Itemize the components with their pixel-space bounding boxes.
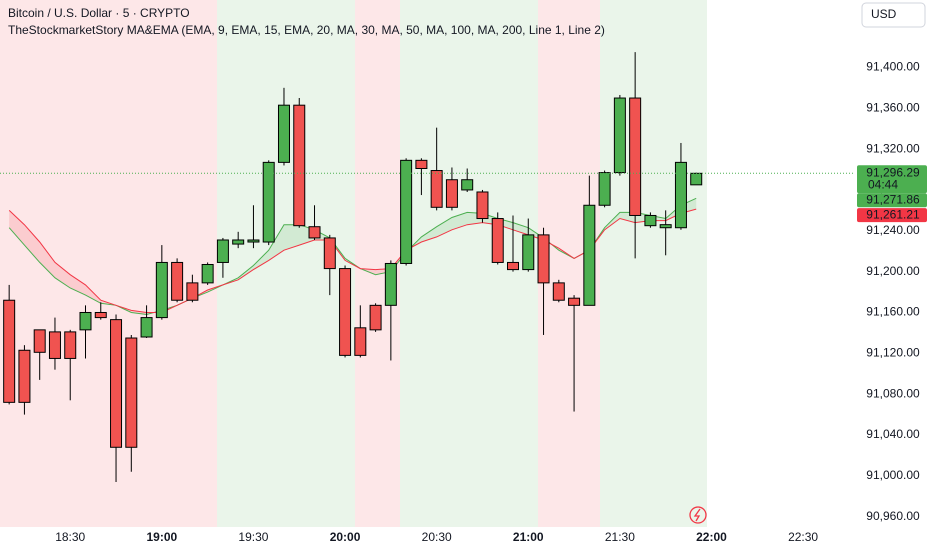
y-tick-label: 91,320.00 bbox=[866, 141, 920, 155]
candle-body bbox=[384, 262, 397, 306]
ma-fill bbox=[253, 250, 269, 270]
candle-body bbox=[155, 261, 168, 319]
candle-body bbox=[323, 237, 336, 270]
ma-fill bbox=[283, 224, 300, 251]
y-tick-label: 91,200.00 bbox=[866, 264, 920, 278]
candle-body bbox=[491, 218, 504, 263]
candle-body bbox=[247, 239, 260, 243]
candle-body bbox=[186, 282, 199, 301]
candle-body bbox=[461, 179, 474, 191]
candle-body bbox=[674, 161, 687, 229]
candle-body bbox=[48, 331, 61, 359]
candle-body bbox=[430, 170, 443, 208]
candle-body bbox=[690, 172, 703, 186]
x-tick-label: 21:30 bbox=[605, 530, 635, 544]
replay-icon[interactable] bbox=[689, 506, 707, 524]
ma-fill bbox=[268, 224, 284, 261]
candle-body bbox=[339, 268, 352, 356]
candle-body bbox=[201, 263, 214, 284]
candle-body bbox=[537, 234, 550, 284]
indicator-label: TheStockmarketStory MA&EMA (EMA, 9, EMA,… bbox=[8, 23, 605, 37]
candle-body bbox=[644, 214, 657, 227]
candle-body bbox=[400, 159, 413, 264]
zone-green bbox=[600, 0, 707, 527]
icon-bolt bbox=[693, 508, 701, 522]
y-tick-label: 91,080.00 bbox=[866, 386, 920, 400]
candle-body bbox=[125, 337, 138, 448]
zone-red bbox=[0, 0, 217, 527]
y-tick-label: 91,000.00 bbox=[866, 468, 920, 482]
candle-body bbox=[293, 104, 306, 227]
candle-body bbox=[79, 311, 92, 331]
candle-body bbox=[18, 349, 31, 403]
candle-body bbox=[476, 191, 489, 220]
x-tick-label: 20:30 bbox=[422, 530, 452, 544]
x-tick-label: 19:30 bbox=[238, 530, 268, 544]
ma-fill bbox=[9, 210, 25, 246]
x-tick-label: 21:00 bbox=[513, 530, 544, 544]
candle-body bbox=[308, 226, 321, 239]
y-tick-label: 91,120.00 bbox=[866, 346, 920, 360]
y-tick-label: 91,360.00 bbox=[866, 100, 920, 114]
candle-body bbox=[445, 179, 458, 208]
line-value-label: 91,271.86 bbox=[866, 192, 920, 206]
ma-fill bbox=[451, 212, 468, 230]
candle-body bbox=[110, 319, 123, 448]
line-value-box bbox=[857, 193, 927, 208]
x-tick-label: 22:30 bbox=[788, 530, 818, 544]
candle-body bbox=[522, 234, 535, 271]
x-tick-label: 20:00 bbox=[330, 530, 361, 544]
candle-body bbox=[171, 261, 184, 301]
ma-fill bbox=[436, 217, 452, 237]
countdown-label: 04:44 bbox=[868, 177, 898, 191]
candle-body bbox=[262, 161, 275, 243]
candle-body bbox=[354, 327, 367, 356]
currency-button[interactable] bbox=[861, 2, 926, 28]
ma-fill bbox=[54, 262, 71, 288]
y-tick-label: 91,040.00 bbox=[866, 427, 920, 441]
candle-body bbox=[369, 304, 382, 331]
currency-label: USD bbox=[871, 7, 897, 21]
ma-fill bbox=[85, 284, 101, 304]
plot bbox=[0, 52, 855, 483]
candle-body bbox=[415, 159, 428, 169]
last-price-label: 91,296.29 bbox=[866, 165, 920, 179]
y-tick-label: 91,400.00 bbox=[866, 60, 920, 74]
candle-body bbox=[629, 97, 642, 216]
candle-body bbox=[3, 299, 16, 403]
candle-body bbox=[232, 239, 245, 245]
line-value-box bbox=[857, 208, 927, 223]
chart-title: Bitcoin / U.S. Dollar · 5 · CRYPTO bbox=[8, 6, 190, 20]
x-tick-label: 18:30 bbox=[55, 530, 85, 544]
candle-body bbox=[94, 311, 107, 319]
x-tick-label: 19:00 bbox=[146, 530, 177, 544]
candle-body bbox=[64, 331, 77, 359]
ma-fill bbox=[24, 224, 40, 263]
candle-body bbox=[552, 282, 565, 301]
candle-body bbox=[140, 317, 153, 338]
icon-circle bbox=[689, 506, 707, 524]
ma-fill bbox=[70, 274, 86, 296]
x-tick-label: 22:00 bbox=[696, 530, 727, 544]
candle-body bbox=[507, 261, 519, 271]
y-tick-label: 90,960.00 bbox=[866, 509, 920, 523]
candle-body bbox=[583, 204, 596, 306]
last-price-box bbox=[857, 165, 927, 194]
candle-body bbox=[568, 297, 581, 306]
y-tick-label: 91,240.00 bbox=[866, 223, 920, 237]
ma-line bbox=[8, 208, 697, 313]
candle-body bbox=[277, 104, 290, 163]
y-tick-label: 91,160.00 bbox=[866, 305, 920, 319]
candle-body bbox=[33, 329, 46, 353]
candle-body bbox=[598, 172, 611, 206]
candle-body bbox=[659, 224, 672, 229]
line-value-label: 91,261.21 bbox=[866, 207, 920, 221]
candle-body bbox=[216, 239, 229, 263]
candle-body bbox=[613, 97, 626, 174]
ma-fill bbox=[513, 222, 529, 235]
ma-fill bbox=[39, 242, 55, 278]
